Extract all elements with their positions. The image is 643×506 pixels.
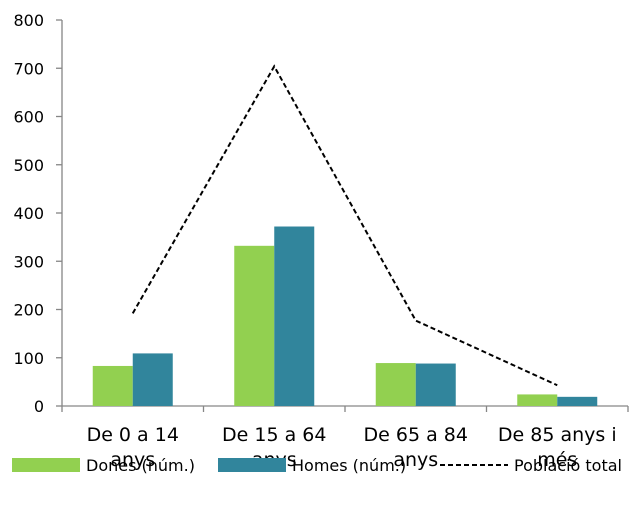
x-category-label: De 65 a 84 anys [364, 424, 468, 471]
y-tick-label: 300 [13, 252, 44, 271]
y-axis-ticks: 0 100 200 300 400 500 600 700 800 [13, 11, 62, 416]
bar [274, 226, 315, 406]
y-tick-label: 0 [34, 397, 44, 416]
y-tick-label: 700 [13, 59, 44, 78]
legend-label: Dones (núm.) [86, 456, 195, 475]
bar [557, 396, 598, 406]
legend-label: Homes (núm.) [292, 456, 406, 475]
y-tick-label: 200 [13, 301, 44, 320]
y-tick-label: 800 [13, 11, 44, 30]
bar [517, 394, 558, 406]
y-tick-label: 600 [13, 108, 44, 127]
x-category-label: De 0 a 14 anys [87, 424, 179, 471]
y-tick-label: 100 [13, 349, 44, 368]
bar [375, 363, 416, 406]
line-series-path [131, 64, 558, 387]
line-series [131, 64, 558, 387]
legend-label: Població total [514, 456, 622, 475]
legend: Dones (núm.) Homes (núm.) Població total [12, 456, 622, 475]
bars [92, 226, 598, 406]
bar [415, 363, 456, 406]
y-tick-label: 400 [13, 204, 44, 223]
y-tick-label: 500 [13, 156, 44, 175]
legend-swatch [218, 458, 286, 472]
axes [61, 20, 629, 412]
x-category-label: De 85 anys i més [498, 424, 617, 471]
bar [132, 353, 173, 406]
legend-swatch [12, 458, 80, 472]
bar [234, 245, 275, 406]
bar [92, 365, 133, 406]
